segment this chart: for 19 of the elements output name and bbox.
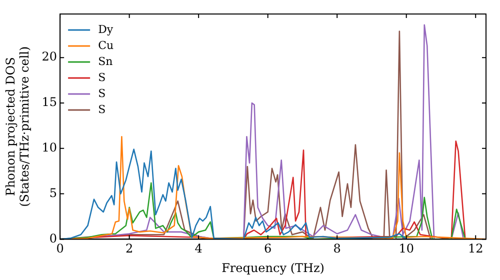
x-tick-label: 12 [468,242,484,256]
legend-label: S [98,70,106,84]
legend-label: S [98,102,106,116]
y-tick-label: 5 [49,186,58,200]
legend-label: Cu [98,38,114,52]
y-axis-title: Phonon projected DOS (States/THz·primitive cell) [3,46,32,207]
y-tick-label: 0 [49,231,58,246]
legend-label: S [98,86,106,100]
y-tick-label: 10 [42,140,58,155]
x-tick-label: 2 [126,242,134,256]
legend-label: Sn [98,54,113,68]
x-axis-title: Frequency (THz) [222,260,324,275]
x-tick-label: 8 [333,242,341,256]
y-tick-label: 20 [42,50,58,64]
x-tick-label: 4 [194,242,203,256]
legend-label: Dy [98,22,114,36]
y-tick-label: 15 [42,95,58,110]
x-tick-label: 10 [398,242,414,256]
x-tick-label: 6 [264,242,272,256]
